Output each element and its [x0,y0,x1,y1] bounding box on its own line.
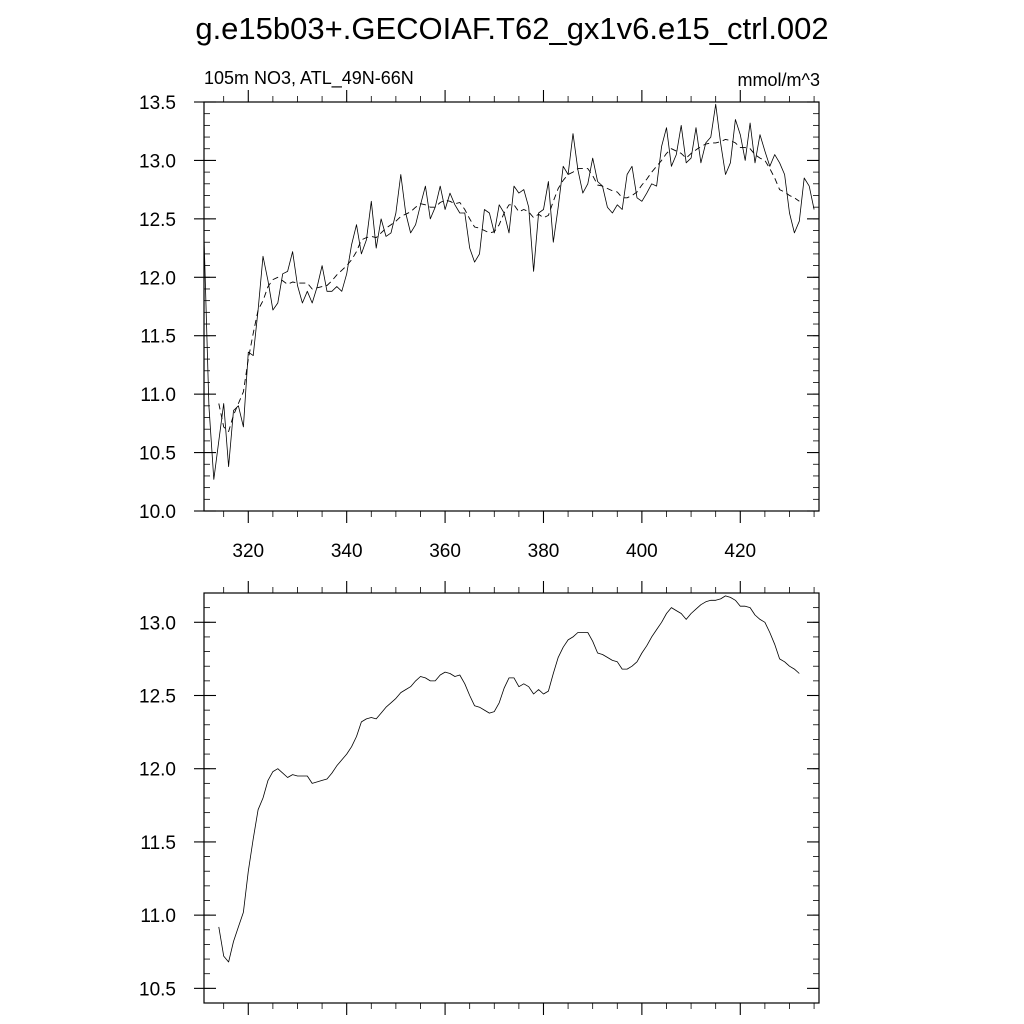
y-tick-label: 12.5 [139,687,176,708]
y-tick-label: 11.0 [140,906,176,927]
x-tick-label: 400 [626,541,658,562]
y-tick-label: 12.0 [139,760,176,781]
y-tick-label: 13.5 [139,93,176,114]
top-panel-left-label: 105m NO3, ATL_49N-66N [204,68,414,89]
bottom-panel-axes: 10.5 11.0 11.5 12.0 12.5 13.0 [139,581,819,1015]
top-panel-frame [203,101,820,512]
smoothed-series-line [218,138,800,432]
y-tick-label: 10.5 [139,979,176,1000]
top-panel-series [203,103,815,480]
y-tick-label: 12.5 [139,210,176,231]
y-tick-label: 12.0 [139,268,176,289]
top-panel-units-label: mmol/m^3 [738,70,820,90]
y-tick-label: 13.0 [139,151,176,172]
x-tick-label: 340 [331,541,363,562]
bottom-panel-series [218,595,800,963]
chart-title: g.e15b03+.GECOIAF.T62_gx1v6.e15_ctrl.002 [195,11,828,46]
y-tick-label: 11.0 [140,385,176,406]
y-tick-label: 10.5 [139,444,176,465]
x-tick-label: 360 [429,541,461,562]
y-tick-label: 11.5 [140,833,176,854]
series-line [203,103,815,480]
x-tick-label: 380 [528,541,560,562]
y-tick-label: 10.0 [139,502,176,523]
series-line [218,595,800,963]
top-panel-axes: 10.0 10.5 11.0 11.5 12.0 12.5 13.0 13.5 320 340 36… [139,90,819,562]
x-tick-label: 420 [724,541,756,562]
bottom-panel-frame [203,592,820,1004]
y-tick-label: 11.5 [140,327,176,348]
y-tick-label: 13.0 [139,613,176,634]
top-panel: 105m NO3, ATL_49N-66N mmol/m^3 10.010.51… [139,68,820,562]
x-tick-label: 320 [232,541,264,562]
bottom-panel: 10.5 11.0 11.5 12.0 12.5 13.0 [139,581,820,1015]
